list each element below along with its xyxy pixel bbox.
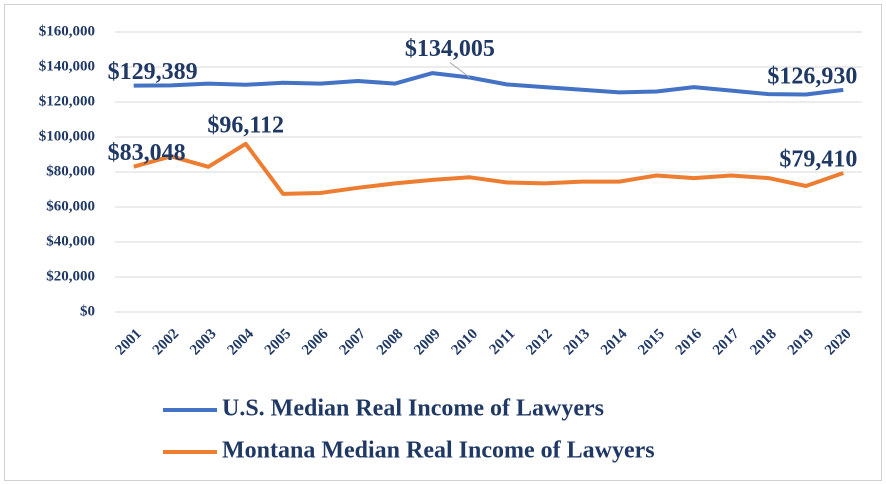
series-line [133,141,844,196]
legend-label: Montana Median Real Income of Lawyers [222,438,655,464]
series-line [133,71,844,97]
data-label: $126,930 [767,63,857,89]
y-tick-label: $20,000 [46,268,95,284]
y-tick-label: $40,000 [46,233,95,249]
y-tick-label: $160,000 [39,23,95,39]
leader-line [449,62,471,78]
y-tick-label: $120,000 [39,93,95,109]
y-tick-label: $140,000 [39,58,95,74]
y-tick-label: $80,000 [46,163,95,179]
y-tick-label: $0 [80,303,95,319]
data-label: $129,389 [108,59,198,85]
y-tick-label: $100,000 [39,128,95,144]
data-label: $134,005 [405,36,495,62]
data-label: $79,410 [779,147,857,173]
data-label: $96,112 [207,112,284,138]
y-tick-label: $60,000 [46,198,95,214]
data-label: $83,048 [108,140,186,166]
legend-label: U.S. Median Real Income of Lawyers [222,396,604,422]
